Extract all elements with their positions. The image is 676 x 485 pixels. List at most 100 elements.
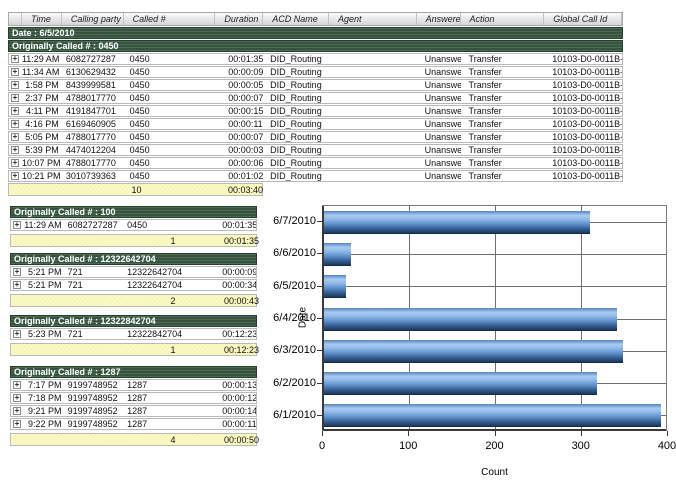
y-axis-tick-label: 6/7/2010 <box>273 215 316 228</box>
cell-called: 0450 <box>129 119 150 129</box>
call-report-table: Time Calling party # Called # Duration ACD N… <box>8 12 623 196</box>
cell-answered: Unanswered <box>424 54 461 64</box>
table-row: +5:21 PM 721 12322642704 00:00:09 <box>10 266 257 278</box>
table-row: +11:34 AM 6130629432 0450 00:00:09 DID_Routi… <box>8 66 623 78</box>
column-header-calling[interactable]: Calling party # <box>62 13 124 25</box>
cell-agent <box>329 67 417 77</box>
column-header-time[interactable]: Time <box>22 13 62 25</box>
summary-count: 10 <box>131 185 142 195</box>
expand-icon[interactable]: + <box>13 267 21 276</box>
expand-icon[interactable]: + <box>11 171 19 180</box>
cell-global: 10103-D0-0011B-771 <box>552 93 622 103</box>
column-header-expand[interactable] <box>9 13 22 25</box>
cell-calling: 9199748952 <box>67 380 118 390</box>
cell-called: 1287 <box>127 406 148 416</box>
table-row: +4:16 PM 6169460905 0450 00:00:11 DID_Routin… <box>8 118 623 130</box>
cell-agent <box>329 106 417 116</box>
cell-global: 10103-D0-0011B-768 <box>552 54 622 64</box>
expand-icon[interactable]: + <box>11 93 19 102</box>
x-axis-tick-label: 300 <box>571 440 590 452</box>
table-row: +4:11 PM 4191847701 0450 00:00:15 DID_Routin… <box>8 105 623 117</box>
cell-agent <box>329 171 417 181</box>
expand-icon[interactable]: + <box>13 393 21 402</box>
cell-answered: Unanswered <box>424 132 461 142</box>
cell-calling: 6130629432 <box>65 67 116 77</box>
cell-answered: Unanswered <box>424 80 461 90</box>
expand-icon[interactable]: + <box>11 132 19 141</box>
cell-calling: 6082727287 <box>67 220 118 230</box>
expand-icon[interactable]: + <box>11 106 19 115</box>
cell-acd: DID_Routing <box>270 158 322 168</box>
cell-duration: 00:00:11 <box>222 419 256 429</box>
x-axis-tick <box>580 431 582 436</box>
expand-icon[interactable]: + <box>11 54 19 63</box>
expand-icon[interactable]: + <box>13 329 21 338</box>
x-axis-tick-label: 0 <box>318 440 326 452</box>
expand-icon[interactable]: + <box>13 280 21 289</box>
cell-called: 0450 <box>127 220 148 230</box>
cell-calling: 4474012204 <box>65 145 116 155</box>
summary-count: 4 <box>170 435 176 445</box>
x-axis-tick <box>322 431 323 436</box>
cell-acd: DID_Routing <box>270 171 322 181</box>
expand-icon[interactable]: + <box>11 145 19 154</box>
cell-time: 9:21 PM <box>28 406 62 416</box>
chart-bar <box>323 242 352 266</box>
cell-time: 11:34 AM <box>21 67 60 77</box>
column-header-agent[interactable]: Agent <box>329 13 417 25</box>
expand-icon[interactable]: + <box>13 419 21 428</box>
column-header-duration[interactable]: Duration <box>215 13 264 25</box>
expand-icon[interactable]: + <box>11 119 19 128</box>
cell-action: Transfer <box>468 93 502 103</box>
call-group-table: Originally Called # : 100 +11:29 AM 608272… <box>10 205 259 247</box>
cell-time: 7:17 PM <box>28 380 62 390</box>
column-header-answered[interactable]: Answered <box>417 13 461 25</box>
expand-icon[interactable]: + <box>13 406 21 415</box>
x-axis-line <box>323 429 666 431</box>
cell-calling: 4788017770 <box>65 158 116 168</box>
group-summary-row: 2 00:00:43 <box>10 294 259 307</box>
chart-bar <box>323 339 624 363</box>
cell-agent <box>329 132 417 142</box>
column-header-called[interactable]: Called # <box>124 13 216 25</box>
y-axis-tick <box>317 285 322 287</box>
x-axis-tick-label: 100 <box>399 440 418 452</box>
cell-action: Transfer <box>468 54 502 64</box>
cell-called: 1287 <box>127 380 148 390</box>
cell-agent <box>329 93 417 103</box>
cell-called: 0450 <box>129 145 150 155</box>
calls-by-date-chart: Count Date 0 100 200 300 400 6/7/2010 6/6/2010… <box>270 195 676 485</box>
y-axis-line <box>322 206 324 430</box>
cell-calling: 4788017770 <box>65 132 116 142</box>
cell-called: 0450 <box>129 80 150 90</box>
expand-icon[interactable]: + <box>11 80 19 89</box>
summary-count: 1 <box>170 345 176 355</box>
cell-called: 12322642704 <box>127 280 183 290</box>
cell-time: 5:21 PM <box>28 267 62 277</box>
x-axis-tick <box>494 431 496 436</box>
column-header-acd[interactable]: ACD Name <box>263 13 329 25</box>
column-header-global[interactable]: Global Call Id <box>544 13 622 25</box>
cell-calling: 721 <box>67 267 83 277</box>
cell-time: 2:37 PM <box>25 93 59 103</box>
cell-called: 0450 <box>129 158 150 168</box>
cell-time: 4:16 PM <box>25 119 59 129</box>
cell-duration: 00:00:06 <box>228 158 264 168</box>
expand-icon[interactable]: + <box>13 220 21 229</box>
cell-answered: Unanswered <box>424 171 461 181</box>
cell-duration: 00:01:35 <box>222 220 256 230</box>
expand-icon[interactable]: + <box>11 67 19 76</box>
y-axis-tick-label: 6/5/2010 <box>273 279 316 292</box>
y-axis-tick <box>317 221 322 223</box>
cell-action: Transfer <box>468 171 502 181</box>
table-row: +9:21 PM 9199748952 1287 00:00:14 <box>10 405 257 417</box>
summary-count: 2 <box>170 296 176 306</box>
column-header-action[interactable]: Action <box>461 13 545 25</box>
cell-called: 12322642704 <box>127 267 183 277</box>
table-row: +7:17 PM 9199748952 1287 00:00:13 <box>10 379 257 391</box>
cell-action: Transfer <box>468 145 502 155</box>
expand-icon[interactable]: + <box>13 380 21 389</box>
cell-answered: Unanswered <box>424 119 461 129</box>
expand-icon[interactable]: + <box>11 158 19 167</box>
table-row: +1:58 PM 8439999581 0450 00:00:05 DID_Routin… <box>8 79 623 91</box>
